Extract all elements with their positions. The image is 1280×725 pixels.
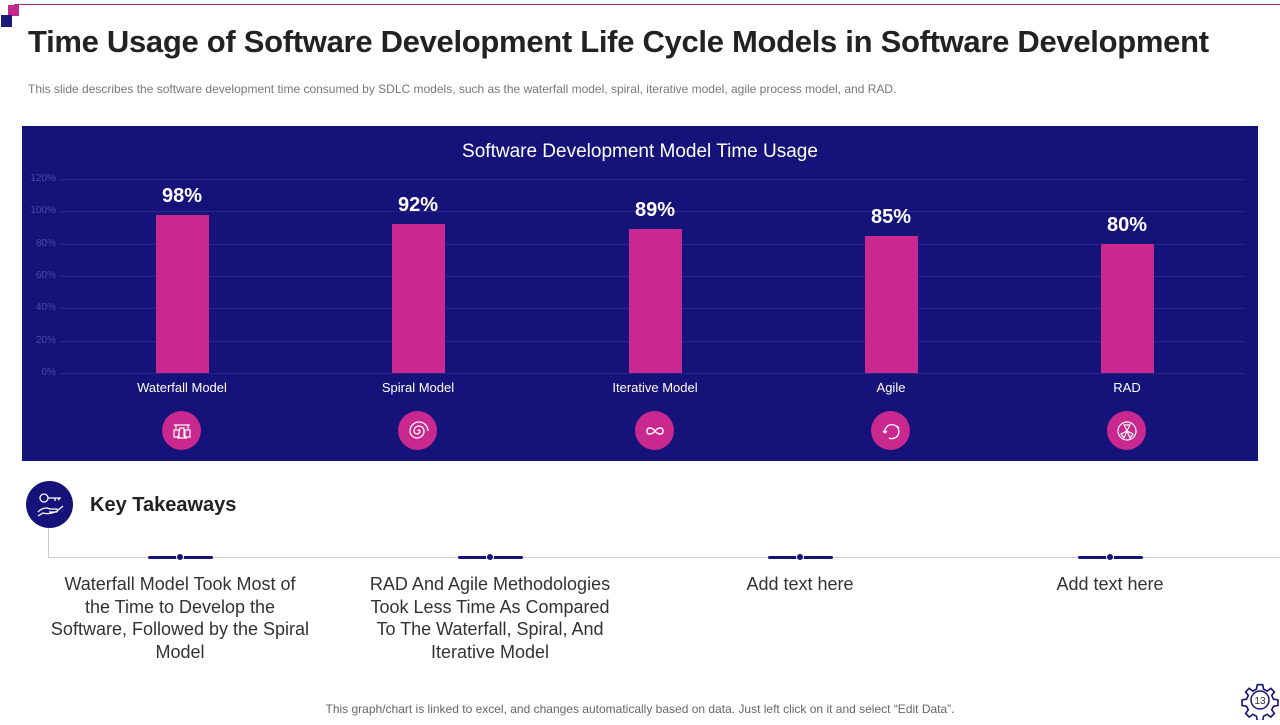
page-number: 13 bbox=[1254, 696, 1266, 707]
y-tick-label: 100% bbox=[30, 205, 56, 217]
bar-rad[interactable] bbox=[1101, 243, 1154, 373]
y-tick-label: 0% bbox=[41, 367, 56, 378]
timeline-marker bbox=[148, 553, 213, 561]
spiral-icon bbox=[398, 411, 437, 450]
accent-square-pink bbox=[8, 5, 19, 16]
bar-waterfall-model[interactable] bbox=[156, 214, 209, 373]
bar-agile[interactable] bbox=[865, 235, 918, 373]
x-tick-label: RAD bbox=[1113, 380, 1141, 395]
infinity-loop-icon bbox=[635, 411, 674, 450]
y-tick-label: 40% bbox=[35, 302, 56, 314]
page-subtitle: This slide describes the software develo… bbox=[28, 82, 897, 96]
y-tick-label: 80% bbox=[35, 237, 56, 249]
x-tick-label: Waterfall Model bbox=[137, 380, 227, 395]
gear-icon: 13 bbox=[1240, 680, 1280, 722]
page-title: Time Usage of Software Development Life … bbox=[28, 24, 1209, 59]
timeline-marker bbox=[1078, 553, 1143, 561]
bar-iterative-model[interactable] bbox=[629, 229, 682, 373]
chart-title: Software Development Model Time Usage bbox=[462, 141, 818, 162]
data-label: 85% bbox=[870, 205, 912, 228]
gridline bbox=[60, 211, 1245, 213]
data-label: 80% bbox=[1106, 213, 1148, 236]
takeaway-text[interactable]: Waterfall Model Took Most of the Time to… bbox=[50, 574, 310, 662]
timeline-marker bbox=[768, 553, 833, 561]
x-tick-label: Spiral Model bbox=[381, 380, 455, 395]
footer-note: This graph/chart is linked to excel, and… bbox=[325, 702, 955, 716]
data-label: 98% bbox=[161, 184, 203, 207]
bar-spiral-model[interactable] bbox=[392, 224, 445, 373]
x-tick-label: Agile bbox=[876, 380, 906, 395]
timeline-line bbox=[48, 557, 1280, 558]
y-tick-label: 120% bbox=[30, 173, 56, 184]
takeaway-text[interactable]: RAD And Agile Methodologies Took Less Ti… bbox=[369, 574, 611, 662]
gridline bbox=[60, 179, 1245, 180]
top-rule bbox=[14, 4, 1280, 5]
key-hand-icon bbox=[26, 481, 73, 528]
takeaway-text[interactable]: Add text here bbox=[746, 574, 854, 594]
gridline bbox=[60, 373, 1245, 374]
y-tick-label: 20% bbox=[35, 334, 56, 346]
accent-square-navy bbox=[1, 15, 12, 27]
waterfall-process-icon bbox=[162, 411, 201, 450]
rad-radiation-icon bbox=[1107, 411, 1146, 450]
timeline-marker bbox=[458, 553, 523, 561]
x-tick-label: Iterative Model bbox=[612, 380, 698, 395]
data-label: 89% bbox=[634, 199, 676, 222]
takeaway-text[interactable]: Add text here bbox=[1056, 574, 1164, 594]
agile-cycle-icon bbox=[871, 411, 910, 450]
y-tick-label: 60% bbox=[35, 270, 56, 281]
chart-panel[interactable]: Software Development Model Time Usage 0%… bbox=[22, 126, 1258, 461]
key-takeaways-heading: Key Takeaways bbox=[90, 494, 237, 516]
data-label: 92% bbox=[397, 194, 439, 217]
connector-line bbox=[48, 528, 49, 557]
